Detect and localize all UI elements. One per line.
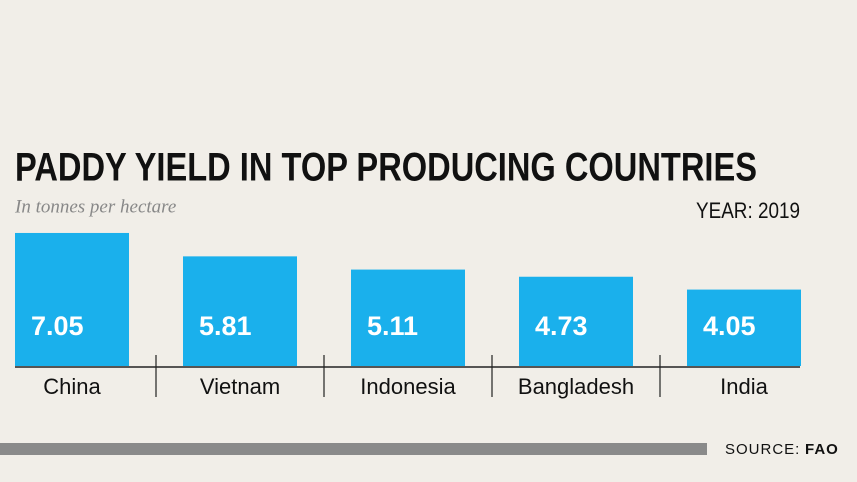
footer-rule [0,443,707,455]
value-label: 7.05 [31,311,84,341]
bar [183,256,297,366]
x-tick-label: India [720,374,768,399]
source-name: FAO [805,441,839,458]
value-label: 4.73 [535,311,588,341]
x-tick-label: Vietnam [200,374,280,399]
chart-title: PADDY YIELD IN TOP PRODUCING COUNTRIES [15,146,757,190]
x-tick-label: Bangladesh [518,374,634,399]
bar [351,269,465,366]
source-label: SOURCE: [725,441,800,458]
x-tick-label: China [43,374,101,399]
year-label: YEAR: 2019 [696,198,800,223]
bar [519,276,633,366]
value-label: 5.11 [367,311,418,341]
x-tick-label: Indonesia [360,374,456,399]
chart-subtitle: In tonnes per hectare [14,196,176,217]
bar [687,289,801,366]
value-label: 5.81 [199,311,252,341]
value-label: 4.05 [703,311,756,341]
bar [15,232,129,366]
